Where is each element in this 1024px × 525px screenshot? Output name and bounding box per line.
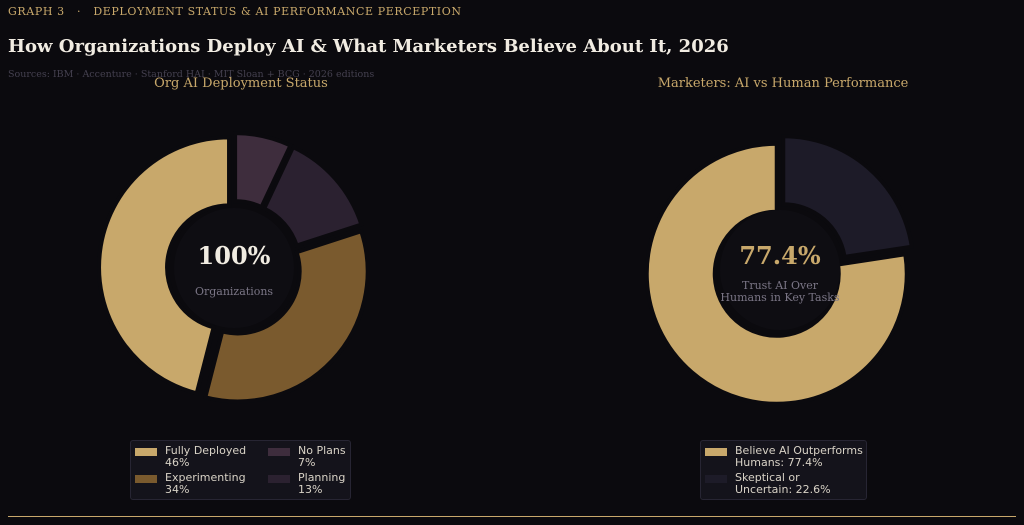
legend-swatch [135,448,157,456]
donut-slice-planning [261,144,364,249]
donut-slice-believe-ai-outperforms-humans [644,141,909,406]
donut-center-value: 100% [198,241,271,270]
legend-label: Believe AI Outperforms Humans: 77.4% [735,444,863,469]
legend-swatch [705,475,727,483]
legend-label: Skeptical or Uncertain: 22.6% [735,471,831,496]
legend-item-planning: Planning 13% [268,472,345,496]
donut-center-label: Humans in Key Tasks [720,291,839,304]
legend-label: Experimenting 34% [165,471,246,496]
deployment-legend: Fully Deployed 46% Experimenting 34% No Plan… [130,440,351,500]
legend-item-no-plans: No Plans 7% [268,445,346,469]
bottom-divider [8,516,1016,517]
legend-swatch [705,448,727,456]
deployment-chart-title: Org AI Deployment Status [154,76,328,91]
chart-eyebrow: GRAPH 3 · DEPLOYMENT STATUS & AI PERFORM… [8,5,462,18]
page-title: How Organizations Deploy AI & What Marke… [8,36,729,57]
legend-label: Fully Deployed 46% [165,444,247,469]
donut-slice-no-plans [233,131,294,210]
donut-slice-fully-deployed [97,135,232,396]
legend-label: Planning 13% [298,471,346,496]
legend-item-believe-ai-outperforms: Believe AI Outperforms Humans: 77.4% [705,445,863,469]
donut-center [720,210,840,330]
donut-slice-skeptical-or-uncertain [781,134,915,260]
deployment-donut-chart: 100% Organizations [97,131,370,404]
sources-note: Sources: IBM · Accenture · Stanford HAI … [8,69,375,80]
legend-item-fully-deployed: Fully Deployed 46% [135,445,246,469]
donut-center [174,208,294,328]
legend-label: No Plans 7% [298,444,346,469]
legend-swatch [268,448,290,456]
legend-swatch [135,475,157,483]
legend-swatch [268,475,290,483]
donut-center-label: Organizations [195,285,273,298]
legend-item-skeptical-or: Skeptical or Uncertain: 22.6% [705,472,831,496]
performance-chart-title: Marketers: AI vs Human Performance [657,76,909,91]
donut-center-label: Trust AI Over [742,279,819,292]
performance-legend: Believe AI Outperforms Humans: 77.4% Skept… [700,440,867,500]
legend-item-experimenting: Experimenting 34% [135,472,246,496]
donut-slice-experimenting [202,228,370,404]
donut-center-value: 77.4% [739,241,820,270]
